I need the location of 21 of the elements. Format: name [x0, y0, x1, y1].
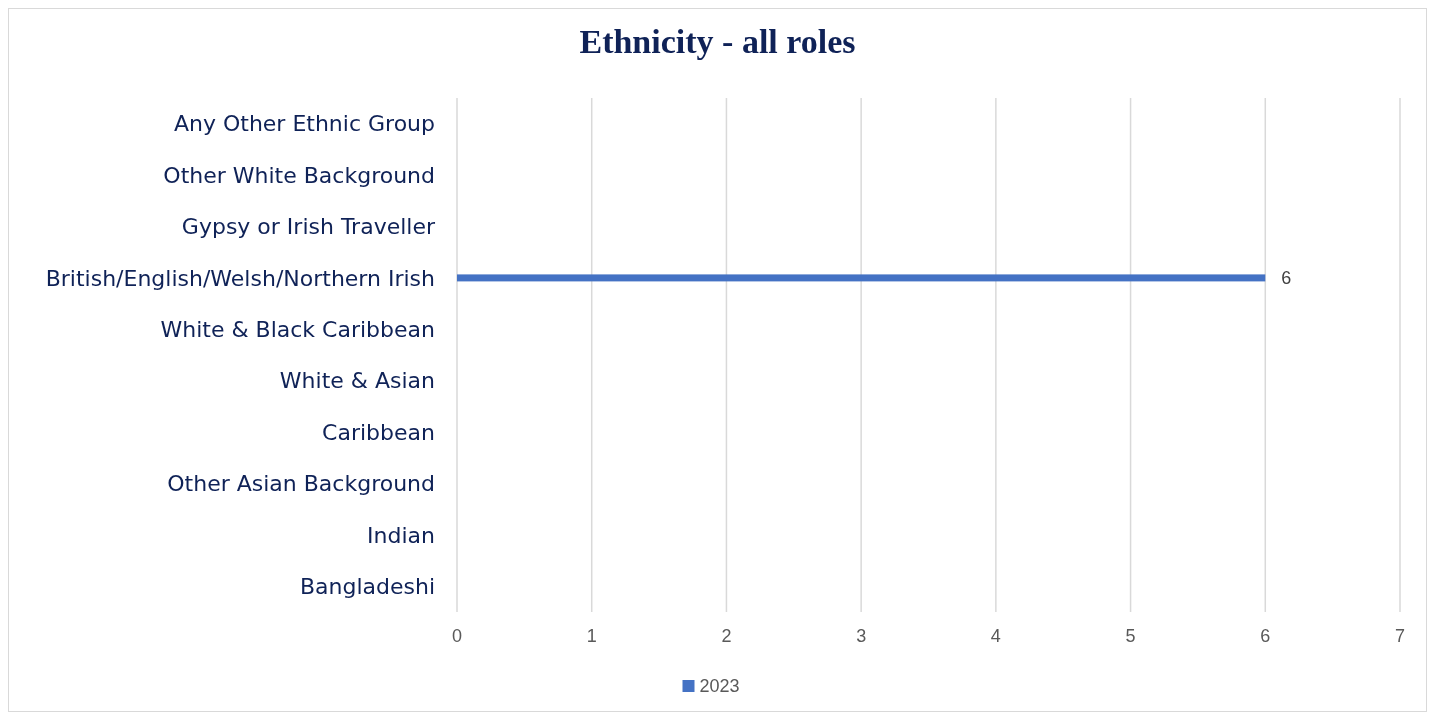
y-tick-label: Caribbean	[322, 419, 435, 445]
x-tick-label: 7	[1394, 626, 1406, 646]
y-tick-label: Bangladeshi	[299, 574, 435, 599]
x-tick-label: 3	[856, 626, 867, 646]
y-tick-label: British/English/Welsh/Northern Irish	[45, 265, 435, 291]
data-label: 6	[1281, 268, 1292, 289]
y-tick-label: Indian	[367, 522, 435, 548]
y-tick-label: Other White Background	[163, 162, 435, 188]
y-tick-label: Other Asian Background	[167, 471, 435, 497]
y-tick-label: White & Black Caribbean	[160, 317, 435, 342]
y-tick-label: Gypsy or Irish Traveller	[181, 214, 436, 240]
x-tick-label: 6	[1260, 626, 1271, 646]
x-tick-label: 4	[990, 626, 1001, 646]
chart-title: Ethnicity - all roles	[579, 23, 856, 60]
x-tick-label: 2	[721, 626, 732, 646]
y-tick-label: White & Asian	[279, 368, 435, 394]
y-tick-label: Any Other Ethnic Group	[173, 111, 435, 137]
x-tick-label: 1	[586, 626, 597, 646]
legend-label: 2023	[699, 676, 740, 697]
x-tick-label: 0	[451, 626, 463, 646]
x-tick-label: 5	[1125, 626, 1136, 646]
